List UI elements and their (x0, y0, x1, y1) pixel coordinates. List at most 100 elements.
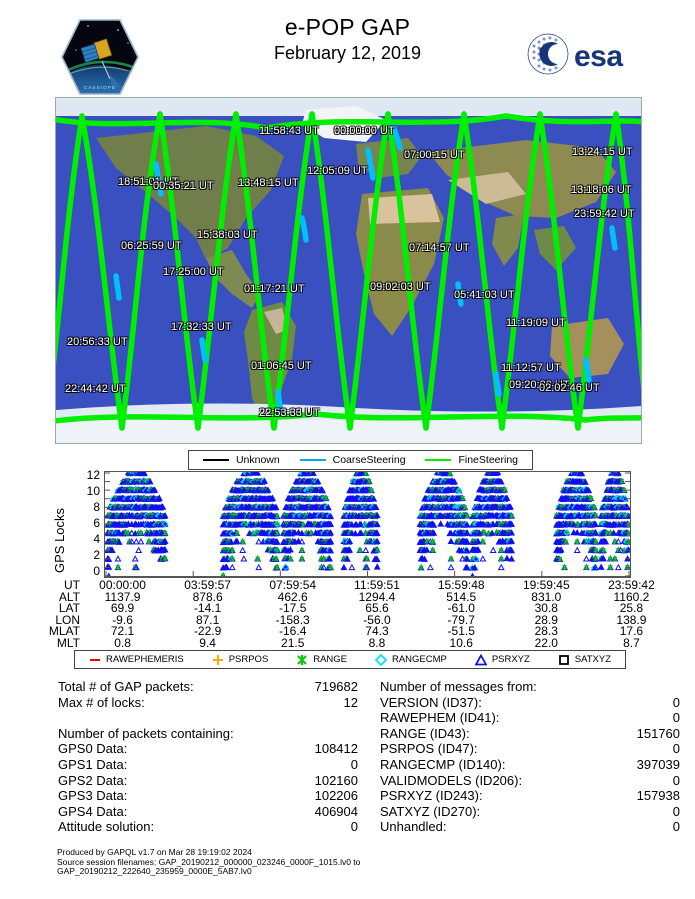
map-pass-time-label: 13:24:15 UT (572, 146, 633, 158)
footer-line-source-2: GAP_20190212_222640_235959_0000E_5AB7.lv… (57, 866, 252, 877)
stat-label: PSRPOS (ID47): (380, 741, 478, 757)
map-legend-label: Unknown (235, 454, 280, 466)
map-pass-time-label: 23:59:42 UT (574, 208, 635, 220)
gps-message-legend: RAWEPHEMERIS PSRPOS RANGE RANGECMP (74, 650, 626, 669)
provenance-footer: Produced by GAPQL v1.7 on Mar 28 19:19:0… (57, 847, 360, 877)
table-cell: 07:59:54 (269, 578, 317, 592)
star-marker-icon (296, 654, 308, 666)
table-row-label: LAT (58, 601, 80, 616)
message-stat-row: PSRXYZ (ID243): 157938 (380, 788, 680, 804)
stat-value: 12 (343, 694, 358, 710)
map-legend-item: Unknown (202, 454, 280, 466)
table-cell: 1160.2 (613, 589, 650, 604)
map-legend-item: CoarseSteering (299, 454, 406, 466)
message-statistics-column: Number of messages from: VERSION (ID37):… (380, 679, 680, 835)
map-pass-time-label: 13:48:15 UT (238, 177, 299, 189)
table-cell: 03:59:57 (184, 578, 231, 592)
message-stat-row: RANGECMP (ID140): 397039 (380, 757, 680, 773)
legend-label: RAWEPHEMERIS (105, 654, 184, 665)
table-cell: 17.6 (619, 624, 644, 639)
table-cell: 878.6 (192, 589, 223, 604)
table-cell: 28.3 (534, 624, 558, 639)
table-row: MLAT 72.1 -22.9 -16.4 74.3 -51.5 28.3 17.6 (34, 626, 674, 638)
packet-statistics-column: Total # of GAP packets: 719682 Max # of lo… (58, 679, 358, 835)
map-pass-time-label: 20:56:33 UT (67, 336, 128, 348)
table-row: ALT 1137.9 878.6 462.6 1294.4 514.5 831.0 1160.… (34, 589, 674, 604)
unknown-line-swatch (202, 458, 229, 462)
map-pass-time-label: 12:05:09 UT (307, 165, 368, 177)
y-tick: 8 (93, 500, 100, 514)
legend-label: PSRXYZ (491, 654, 530, 665)
page-title: e-POP GAP (284, 14, 411, 40)
stat-label: GPS2 Data: (58, 772, 128, 788)
table-cell: 30.8 (534, 601, 558, 616)
map-pass-time-label: 09:02:03 UT (370, 281, 431, 293)
message-stat-row: PSRPOS (ID47): 0 (380, 741, 680, 757)
stat-value: 102206 (314, 788, 358, 804)
stat-value: 397039 (636, 756, 680, 772)
stat-value: 108412 (314, 741, 358, 757)
svg-text:CASSIOPE: CASSIOPE (84, 85, 116, 90)
message-stat-row: VALIDMODELS (ID206): 0 (380, 773, 680, 789)
square-marker-icon (558, 654, 570, 666)
packet-stat-row: GPS3 Data: 102206 (58, 788, 358, 804)
packets-heading: Number of packets containing: (58, 725, 234, 741)
map-pass-time-label: 18:51:01 UT (118, 176, 179, 188)
y-tick: 12 (86, 468, 100, 482)
stat-value: 719682 (314, 679, 358, 694)
packet-stat-row: GPS2 Data: 102160 (58, 773, 358, 789)
map-pass-time-label: 17:25:00 UT (163, 266, 224, 278)
map-pass-time-label: 01:06:45 UT (251, 360, 312, 372)
stat-label: SATXYZ (ID270): (380, 803, 481, 819)
gps-locks-points (105, 472, 630, 577)
ground-track-map: 11:58:43 UT 00:00:00 UT 07:00:15 UT 13:24:1… (55, 97, 642, 444)
map-legend-item: FineSteering (425, 454, 518, 466)
map-pass-time-label: 15:38:03 UT (197, 229, 258, 241)
table-cell: 72.1 (110, 624, 135, 639)
gps-locks-axis-title: GPS Locks (52, 507, 67, 573)
map-legend-label: FineSteering (458, 454, 519, 466)
table-cell: 138.9 (616, 612, 647, 627)
table-cell: 11:59:51 (354, 578, 400, 592)
map-pass-time-label: 01:17:21 UT (244, 283, 305, 295)
table-row: LON -9.6 87.1 -158.3 -56.0 -79.7 28.9 138.9 (34, 612, 674, 627)
stat-value: 406904 (314, 803, 358, 819)
message-stat-row: RANGE (ID43): 151760 (380, 726, 680, 742)
stat-value: 151760 (636, 725, 680, 741)
table-row-label: UT (64, 578, 80, 592)
stat-label: VERSION (ID37): (380, 694, 482, 710)
table-cell: 831.0 (531, 589, 562, 604)
y-tick: 10 (86, 484, 100, 498)
legend-label: PSRPOS (228, 654, 269, 665)
stat-label: RANGECMP (ID140): (380, 756, 506, 772)
map-pass-time-label: 22:44:42 UT (65, 383, 126, 395)
table-cell: 8.8 (368, 635, 386, 650)
table-cell: -16.4 (279, 624, 307, 639)
page-subtitle: February 12, 2019 (273, 43, 422, 63)
gps-locks-scatter-plot (104, 471, 631, 578)
footer-line-produced: Produced by GAPQL v1.7 on Mar 28 19:19:0… (57, 847, 252, 857)
satellite-ground-tracks (56, 111, 641, 431)
stat-value: 0 (672, 819, 680, 835)
summary-stat-row: Max # of locks: 12 (58, 695, 358, 711)
svg-text:esa: esa (574, 40, 623, 73)
diamond-marker-icon (374, 653, 387, 666)
table-cell: 74.3 (365, 624, 389, 639)
stat-value: 157938 (636, 788, 680, 804)
map-legend-label: CoarseSteering (332, 454, 406, 466)
table-cell: -61.0 (447, 601, 475, 616)
table-row: MLT 0.8 9.4 21.5 8.8 10.6 22.0 8.7 (34, 635, 674, 650)
map-pass-time-label: 17:32:33 UT (171, 321, 232, 333)
message-stat-row: SATXYZ (ID270): 0 (380, 804, 680, 820)
map-legend: Unknown CoarseSteering FineSteering (188, 450, 533, 470)
map-pass-time-label: 13:18:06 UT (571, 184, 632, 196)
title-block: e-POP GAP February 12, 2019 (0, 14, 695, 64)
table-cell: 1137.9 (104, 589, 141, 604)
stat-label: GPS1 Data: (58, 756, 128, 772)
table-row: UT 00:00:00 03:59:57 07:59:54 11:59:51 15:59:… (34, 578, 674, 592)
stat-label: GPS4 Data: (58, 803, 128, 819)
summary-stat-row: Total # of GAP packets: 719682 (58, 679, 358, 695)
packet-stat-row: GPS4 Data: 406904 (58, 804, 358, 820)
table-cell: 65.6 (365, 601, 389, 616)
